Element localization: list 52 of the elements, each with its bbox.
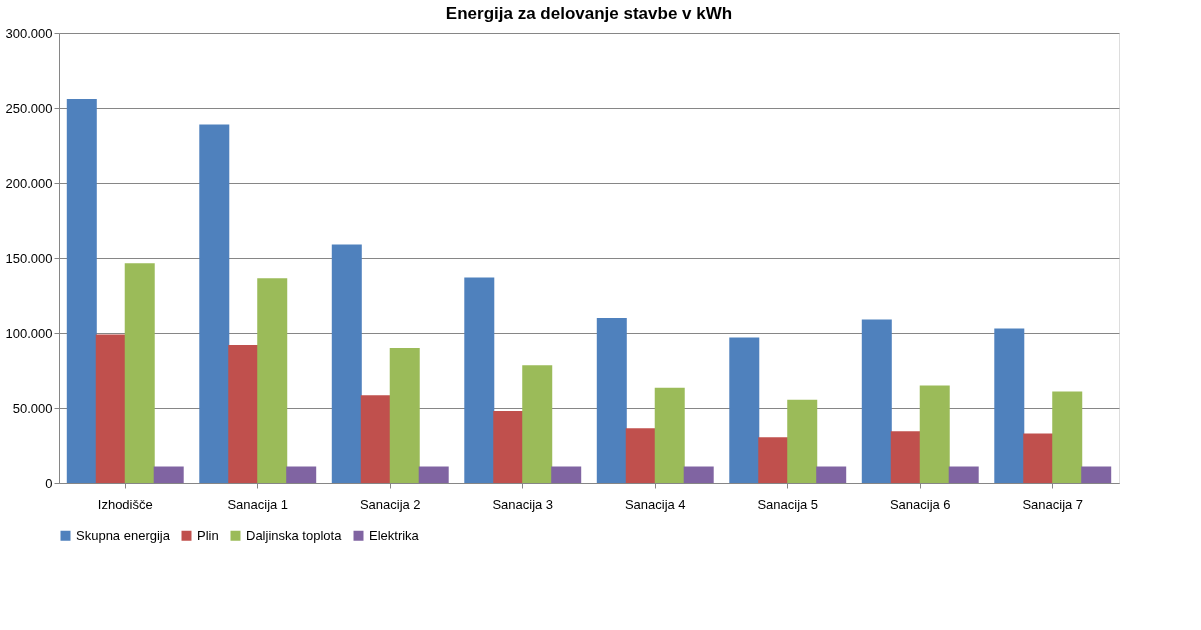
bar [994, 328, 1025, 483]
bar [919, 385, 950, 483]
bar [1023, 433, 1054, 483]
bar [729, 337, 760, 483]
bar [758, 437, 789, 483]
bar [816, 466, 847, 483]
bar [153, 466, 184, 483]
y-tick-label: 250.000 [5, 100, 53, 116]
y-tick-label: 0 [45, 475, 53, 491]
bar [683, 466, 714, 483]
legend-label: Daljinska toplota [246, 527, 343, 543]
x-tick-label: Izhodišče [97, 496, 153, 512]
bar [596, 318, 627, 483]
x-tick-label: Sanacija 5 [757, 496, 819, 512]
bar [199, 124, 230, 483]
bar [228, 345, 259, 483]
y-tick-label: 200.000 [5, 175, 53, 191]
x-tick-label: Sanacija 6 [889, 496, 951, 512]
bar [66, 99, 97, 483]
bar [890, 431, 921, 483]
bar [286, 466, 317, 483]
bar [95, 334, 126, 483]
bar [551, 466, 582, 483]
bar [787, 399, 818, 483]
x-tick-label: Sanacija 1 [227, 496, 289, 512]
bar [360, 395, 391, 483]
bar [464, 277, 495, 483]
x-tick-label: Sanacija 2 [359, 496, 421, 512]
bar [861, 319, 892, 483]
bar [654, 387, 685, 483]
legend-label: Skupna energija [76, 527, 171, 543]
y-tick-label: 300.000 [5, 25, 53, 41]
x-tick-label: Sanacija 7 [1022, 496, 1084, 512]
y-tick-label: 150.000 [5, 250, 53, 266]
y-tick-label: 100.000 [5, 325, 53, 341]
bar [331, 244, 362, 483]
bar [1052, 391, 1083, 483]
bar [257, 278, 288, 483]
bar [1081, 466, 1112, 483]
bar [948, 466, 979, 483]
y-tick-label: 50.000 [12, 400, 53, 416]
bar [124, 263, 155, 483]
bar [625, 428, 656, 483]
bar [389, 348, 420, 483]
x-tick-label: Sanacija 3 [492, 496, 554, 512]
bar [522, 365, 553, 483]
chart-title: Energija za delovanje stavbe v kWh [445, 4, 733, 23]
bar [418, 466, 449, 483]
legend-label: Plin [197, 527, 219, 543]
x-tick-label: Sanacija 4 [624, 496, 686, 512]
legend-label: Elektrika [369, 527, 420, 543]
bar [493, 411, 524, 483]
